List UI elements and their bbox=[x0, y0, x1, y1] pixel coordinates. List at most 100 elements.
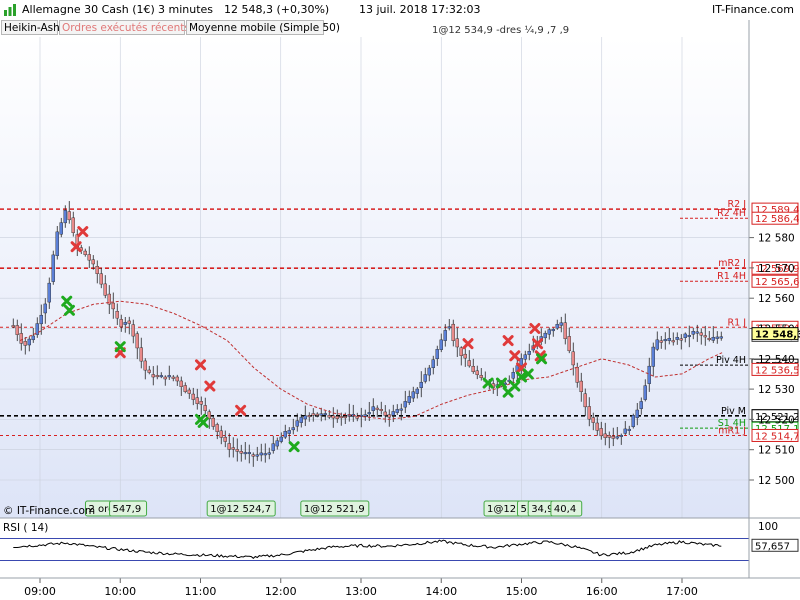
order-label-box bbox=[483, 500, 553, 517]
candle-body bbox=[287, 430, 291, 434]
sell-cross-icon bbox=[204, 380, 216, 392]
candle-body bbox=[651, 346, 655, 367]
level-label: Piv M bbox=[721, 406, 746, 417]
candle-body bbox=[591, 417, 595, 423]
candle-body bbox=[463, 353, 467, 359]
candle-body bbox=[683, 333, 687, 338]
buy-cross-icon bbox=[509, 380, 521, 392]
candle-body bbox=[695, 331, 699, 334]
tab-heikin-ashi[interactable]: Heikin-Ashi bbox=[1, 20, 63, 35]
candle-body bbox=[471, 366, 475, 372]
candle-body bbox=[467, 360, 471, 367]
level-value: 12 586,4 bbox=[755, 214, 800, 225]
candle-body bbox=[503, 382, 507, 385]
candle-body bbox=[555, 324, 559, 329]
x-tick-label: 11:00 bbox=[185, 585, 217, 598]
rsi-y-tick-label: 100 bbox=[758, 521, 778, 533]
candle-body bbox=[259, 452, 263, 456]
candle-body bbox=[427, 367, 431, 376]
x-tick-label: 15:00 bbox=[506, 585, 538, 598]
candle-body bbox=[615, 436, 619, 439]
candle-body bbox=[375, 407, 379, 410]
candle-body bbox=[347, 414, 351, 417]
candle-body bbox=[343, 416, 347, 419]
sell-cross-icon bbox=[77, 226, 89, 238]
last-price-box bbox=[751, 327, 799, 341]
candle-body bbox=[379, 409, 383, 411]
x-tick-label: 10:00 bbox=[104, 585, 136, 598]
order-label: 1@12 524,7 bbox=[210, 504, 271, 515]
candle-body bbox=[455, 338, 459, 348]
candle-body bbox=[303, 415, 307, 420]
level-value-box bbox=[751, 428, 799, 442]
candle-body bbox=[131, 324, 135, 337]
moving-average-line bbox=[19, 300, 723, 420]
timeframe[interactable]: 3 minutes bbox=[158, 3, 214, 16]
candle-body bbox=[703, 335, 707, 338]
candle-body bbox=[679, 338, 683, 341]
instrument-name: Allemagne 30 Cash (1€) bbox=[22, 3, 155, 16]
candle-body bbox=[91, 259, 95, 265]
candle-body bbox=[147, 369, 151, 373]
candle-body bbox=[155, 375, 159, 378]
level-value-box bbox=[751, 409, 799, 423]
title-bar: Allemagne 30 Cash (1€) 3 minutes 12 548,… bbox=[0, 0, 800, 20]
level-value-box bbox=[751, 202, 799, 216]
candle-body bbox=[383, 411, 387, 416]
sell-cross-icon bbox=[529, 323, 541, 334]
sell-cross-icon bbox=[462, 338, 474, 350]
level-value: 12 537,9 bbox=[755, 361, 800, 372]
candle-body bbox=[47, 282, 51, 303]
candle-body bbox=[63, 210, 67, 224]
candle-body bbox=[175, 376, 179, 382]
order-label: 5,4 bbox=[520, 504, 536, 515]
candle-body bbox=[119, 319, 123, 328]
order-label: 1@12 534,4 bbox=[487, 504, 548, 515]
level-value-box bbox=[751, 328, 799, 342]
buy-marker bbox=[288, 441, 300, 453]
buy-marker bbox=[495, 377, 507, 389]
candle-body bbox=[595, 422, 599, 431]
y-tick-label: 12 550 bbox=[758, 324, 795, 336]
sell-marker bbox=[235, 404, 247, 416]
buy-marker bbox=[522, 368, 534, 380]
buy-cross-icon bbox=[482, 377, 494, 389]
candle-body bbox=[635, 409, 639, 418]
level-label: R1 J bbox=[728, 317, 746, 328]
candle-body bbox=[95, 265, 99, 274]
candle-body bbox=[491, 383, 495, 388]
level-value-box bbox=[751, 261, 799, 275]
candle-body bbox=[331, 415, 335, 419]
tab-recent-orders[interactable]: Ordres exécutés récents bbox=[59, 20, 190, 35]
candle-body bbox=[691, 331, 695, 335]
order-label: 547,9 bbox=[113, 504, 142, 515]
order-label: 2 ordres bbox=[88, 504, 129, 515]
candle-body bbox=[711, 336, 715, 341]
candle-body bbox=[223, 436, 227, 442]
candle-body bbox=[563, 322, 567, 339]
candle-body bbox=[271, 443, 275, 451]
candle-body bbox=[575, 367, 579, 383]
level-value: 12 521,2 bbox=[755, 412, 800, 423]
x-tick-label: 09:00 bbox=[24, 585, 56, 598]
candle-body bbox=[611, 436, 615, 439]
sell-marker bbox=[204, 380, 216, 392]
candle-body bbox=[251, 454, 255, 457]
candle-body bbox=[307, 415, 311, 418]
sell-cross-icon bbox=[70, 241, 82, 253]
candle-body bbox=[351, 414, 355, 417]
candle-body bbox=[551, 328, 555, 332]
candle-body bbox=[227, 443, 231, 450]
candle-body bbox=[715, 336, 719, 339]
candle-body bbox=[59, 222, 63, 235]
rsi-last-value: 57,657 bbox=[755, 541, 790, 552]
candle-body bbox=[203, 405, 207, 411]
candle-body bbox=[623, 428, 627, 434]
tab-moving-average[interactable]: Moyenne mobile (Simple 50) bbox=[186, 20, 340, 35]
buy-cross-icon bbox=[495, 377, 507, 389]
candle-body bbox=[79, 247, 83, 251]
level-label: R2 4H bbox=[717, 208, 746, 219]
candle-body bbox=[403, 401, 407, 408]
buy-marker bbox=[114, 341, 126, 353]
sell-marker bbox=[77, 226, 89, 238]
